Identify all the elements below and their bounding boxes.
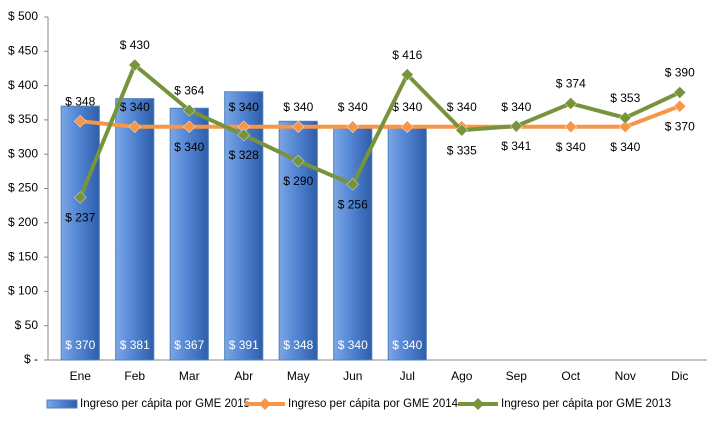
- marker: [182, 103, 196, 117]
- x-tick-label: Jul: [400, 369, 415, 383]
- value-label: $ 348: [65, 94, 95, 108]
- x-tick-label: Ago: [451, 369, 473, 383]
- bar-value-label: $ 370: [65, 338, 95, 352]
- bar: [387, 126, 427, 361]
- x-tick-label: Ene: [70, 369, 92, 383]
- value-label: $ 340: [392, 100, 422, 114]
- marker: [564, 97, 578, 110]
- marker: [128, 58, 142, 72]
- y-tick-label: $ 250: [8, 181, 38, 195]
- marker: [400, 68, 414, 81]
- bar: [333, 126, 373, 361]
- value-label: $ 340: [556, 140, 586, 154]
- value-label: $ 340: [338, 100, 368, 114]
- value-label: $ 340: [610, 140, 640, 154]
- marker: [346, 178, 360, 191]
- marker: [128, 120, 142, 134]
- x-tick-label: Nov: [615, 369, 636, 383]
- x-tick-label: Abr: [234, 369, 253, 383]
- marker: [618, 111, 632, 125]
- x-tick-label: Dic: [671, 369, 688, 383]
- y-tick-label: $ 500: [8, 9, 38, 23]
- value-label: $ 341: [501, 139, 531, 153]
- x-tick-label: Oct: [561, 369, 580, 383]
- y-tick-label: $ 400: [8, 78, 38, 92]
- x-tick-label: Sep: [506, 369, 528, 383]
- y-tick-label: $ 200: [8, 215, 38, 229]
- bar-value-label: $ 348: [283, 338, 313, 352]
- legend-label: Ingreso per cápita por GME 2015: [80, 398, 250, 410]
- value-label: $ 374: [556, 77, 586, 91]
- value-label: $ 340: [229, 100, 259, 114]
- bar: [169, 107, 209, 361]
- marker: [455, 123, 469, 137]
- y-tick-label: $ 350: [8, 112, 38, 126]
- x-tick-label: Jun: [343, 369, 362, 383]
- marker: [673, 99, 687, 113]
- marker: [564, 120, 578, 134]
- value-label: $ 340: [501, 100, 531, 114]
- value-label: $ 335: [447, 143, 477, 157]
- marker: [182, 120, 196, 134]
- marker: [673, 86, 687, 99]
- y-tick-label: $ 300: [8, 146, 38, 160]
- y-tick-label: $ 100: [8, 284, 38, 298]
- value-label: $ 340: [283, 100, 313, 114]
- bar-value-label: $ 381: [120, 338, 150, 352]
- value-label: $ 256: [338, 198, 368, 212]
- bar-value-label: $ 367: [174, 338, 204, 352]
- legend-label: Ingreso per cápita por GME 2014: [288, 398, 459, 410]
- value-label: $ 353: [610, 91, 640, 105]
- legend-swatch: [46, 399, 78, 409]
- value-label: $ 340: [447, 100, 477, 114]
- bar: [224, 91, 264, 361]
- bar: [115, 98, 155, 361]
- value-label: $ 290: [283, 174, 313, 188]
- x-tick-label: Feb: [124, 369, 145, 383]
- value-label: $ 237: [65, 211, 95, 225]
- y-tick-label: $ -: [24, 352, 38, 366]
- legend-marker: [259, 398, 271, 410]
- x-tick-label: Mar: [179, 369, 200, 383]
- marker: [291, 120, 305, 134]
- value-label: $ 430: [120, 38, 150, 52]
- bar: [60, 105, 100, 361]
- bar-value-label: $ 391: [229, 338, 259, 352]
- bar-value-label: $ 340: [392, 338, 422, 352]
- x-tick-label: May: [287, 369, 310, 383]
- y-tick-label: $ 150: [8, 249, 38, 263]
- marker: [73, 191, 87, 204]
- y-tick-label: $ 50: [15, 318, 39, 332]
- value-label: $ 364: [174, 83, 204, 97]
- marker: [237, 128, 251, 142]
- marker: [509, 119, 523, 133]
- marker: [400, 120, 414, 134]
- value-label: $ 370: [665, 119, 695, 133]
- legend-label: Ingreso per cápita por GME 2013: [501, 398, 671, 410]
- marker: [346, 120, 360, 134]
- value-label: $ 340: [174, 140, 204, 154]
- marker: [618, 120, 632, 134]
- value-label: $ 390: [665, 66, 695, 80]
- value-label: $ 340: [120, 100, 150, 114]
- value-label: $ 416: [392, 48, 422, 62]
- y-tick-label: $ 450: [8, 43, 38, 57]
- value-label: $ 328: [229, 148, 259, 162]
- bar-value-label: $ 340: [338, 338, 368, 352]
- line: [78, 61, 681, 199]
- marker: [291, 154, 305, 168]
- marker: [73, 114, 87, 128]
- legend-marker: [472, 398, 484, 410]
